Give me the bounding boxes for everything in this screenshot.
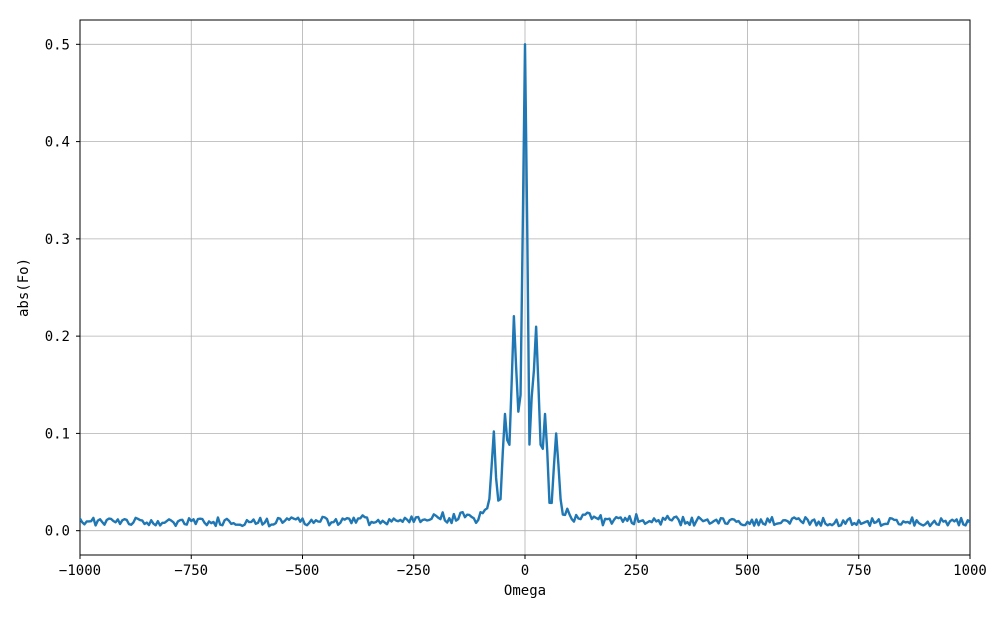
y-tick-label: 0.0 — [45, 524, 70, 540]
x-tick-label: 1000 — [953, 563, 987, 579]
y-tick-label: 0.5 — [45, 37, 70, 53]
chart-container: −1000 −750 −500 −250 0 250 500 750 1000 0.0 0.1 0.… — [0, 0, 1000, 625]
x-tick-label: −1000 — [59, 563, 101, 579]
x-tick-label: 0 — [521, 563, 529, 579]
x-axis-label: Omega — [504, 583, 546, 599]
x-tick-label: −750 — [174, 563, 208, 579]
chart-background — [0, 0, 1000, 625]
x-tick-label: 750 — [846, 563, 871, 579]
x-tick-label: 500 — [735, 563, 760, 579]
x-tick-label: −500 — [286, 563, 320, 579]
y-tick-label: 0.1 — [45, 426, 70, 442]
y-axis-label: abs(Fo) — [16, 258, 32, 317]
y-tick-label: 0.3 — [45, 232, 70, 248]
x-tick-label: −250 — [397, 563, 431, 579]
chart-svg: −1000 −750 −500 −250 0 250 500 750 1000 0.0 0.1 0.… — [0, 0, 1000, 625]
x-tick-label: 250 — [624, 563, 649, 579]
y-tick-label: 0.4 — [45, 135, 70, 151]
y-tick-label: 0.2 — [45, 329, 70, 345]
